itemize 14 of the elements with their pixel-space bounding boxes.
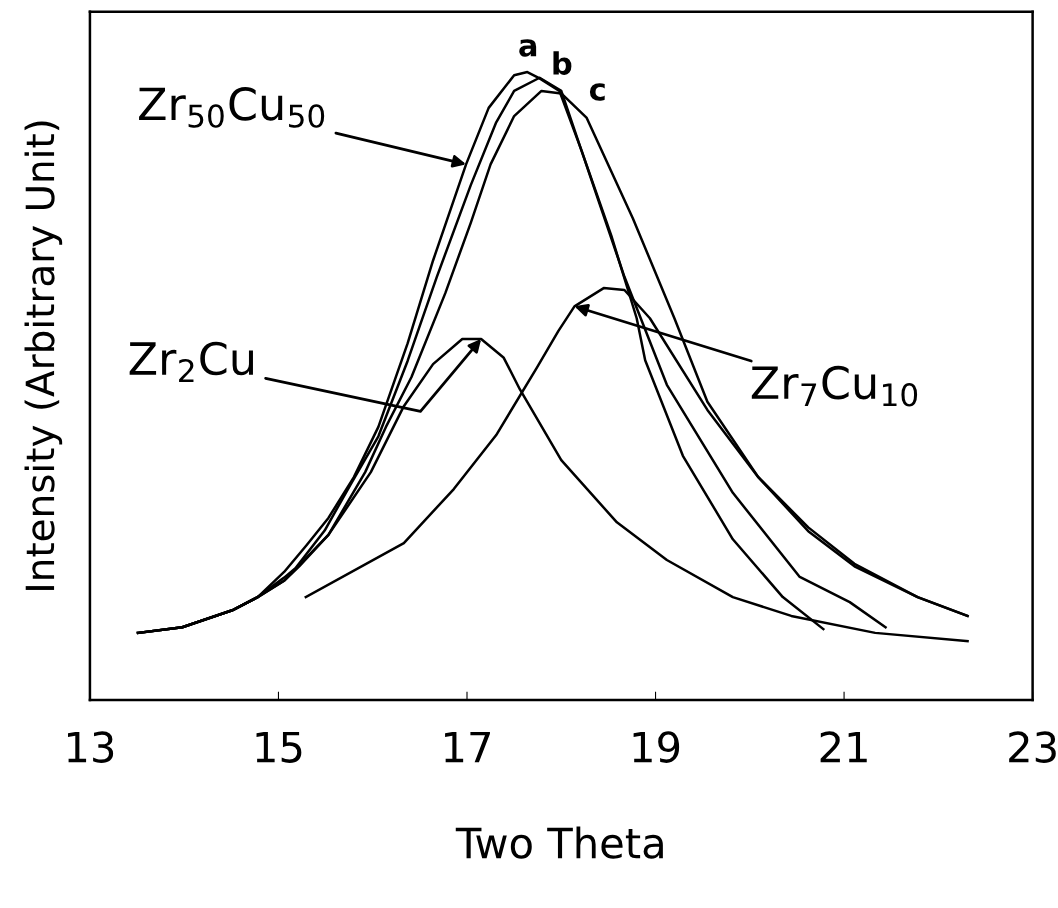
x-tick-label: 13	[68, 731, 114, 763]
x-tick-label: 19	[633, 731, 680, 763]
annotation: Zr$_{50}$Cu$_{50}$	[139, 87, 325, 128]
y-axis-title: Intensity (Arbitrary Unit)	[24, 121, 63, 590]
x-tick-label: 17	[445, 731, 490, 763]
annotation: Zr$_{7}$Cu$_{10}$	[751, 365, 918, 407]
x-tick-label: 23	[1009, 731, 1056, 763]
series-label: a	[519, 39, 537, 57]
x-axis-title: Two Theta	[455, 826, 663, 859]
x-tick-label: 15	[256, 731, 302, 763]
series-label: c	[589, 83, 605, 101]
x-tick-label: 21	[820, 731, 867, 763]
series-label: b	[553, 51, 572, 75]
annotation: Zr$_{2}$Cu	[129, 341, 253, 383]
